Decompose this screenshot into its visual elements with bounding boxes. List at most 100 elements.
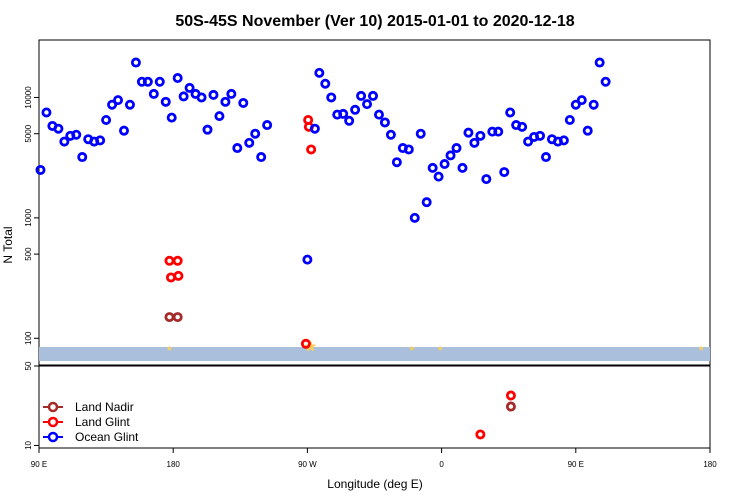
data-point-ocean-glint xyxy=(71,129,82,140)
chart-title: 50S-45S November (Ver 10) 2015-01-01 to … xyxy=(175,13,574,30)
x-tick-label: 90 E xyxy=(568,460,584,469)
y-tick-label: 10 xyxy=(24,440,33,449)
data-point-ocean-glint xyxy=(107,99,118,110)
upper-panel-frame xyxy=(38,39,711,366)
star-marker: ★ xyxy=(697,344,704,353)
data-point-ocean-glint xyxy=(59,136,70,147)
data-point-ocean-glint xyxy=(142,76,153,87)
data-point-ocean-glint xyxy=(433,171,444,182)
data-point-ocean-glint xyxy=(600,76,611,87)
y-tick-label: 5000 xyxy=(24,124,33,142)
data-point-ocean-glint xyxy=(368,90,379,101)
star-marker: ★ xyxy=(437,344,444,353)
star-markers: ★ ★★★ ★ ★ ★ xyxy=(166,339,705,355)
data-point-ocean-glint xyxy=(302,254,313,265)
data-point-ocean-glint xyxy=(95,135,106,146)
data-point-ocean-glint xyxy=(166,112,177,123)
data-point-ocean-glint xyxy=(256,152,267,163)
x-tick-label: 180 xyxy=(167,460,181,469)
data-point-ocean-glint xyxy=(250,128,261,139)
data-point-ocean-glint xyxy=(314,67,325,78)
data-point-ocean-glint xyxy=(124,99,135,110)
data-point-ocean-glint xyxy=(582,125,593,136)
data-point-ocean-glint xyxy=(172,73,183,84)
y-tick-label: 500 xyxy=(24,247,33,261)
data-point-ocean-glint xyxy=(232,143,243,154)
data-point-ocean-glint xyxy=(588,99,599,110)
data-point-ocean-glint xyxy=(101,114,112,125)
data-point-ocean-glint xyxy=(379,117,390,128)
data-point-ocean-glint xyxy=(238,97,249,108)
y-tick-label: 50 xyxy=(24,361,33,370)
data-point-ocean-glint xyxy=(391,157,402,168)
legend-marker-ocean-glint xyxy=(47,431,59,443)
data-point-ocean-glint xyxy=(451,143,462,154)
data-point-ocean-glint xyxy=(184,82,195,93)
data-point-ocean-glint xyxy=(403,144,414,155)
data-point-ocean-glint xyxy=(576,95,587,106)
data-point-ocean-glint xyxy=(35,164,46,175)
data-point-ocean-glint xyxy=(208,89,219,100)
legend: Land Nadir Land Glint Ocean Glint xyxy=(43,400,139,444)
data-point-ocean-glint xyxy=(463,127,474,138)
data-point-ocean-glint xyxy=(154,76,165,87)
data-point-land-glint xyxy=(172,255,183,266)
data-point-ocean-glint xyxy=(493,126,504,137)
data-point-ocean-glint xyxy=(53,123,64,134)
data-point-land-nadir xyxy=(164,312,175,323)
data-point-ocean-glint xyxy=(421,197,432,208)
x-tick-label: 90 W xyxy=(298,460,317,469)
legend-marker-land-glint xyxy=(47,416,59,428)
data-point-ocean-glint xyxy=(220,96,231,107)
data-point-ocean-glint xyxy=(540,152,551,163)
star-marker: ★ xyxy=(305,339,318,355)
y-tick-label: 1000 xyxy=(24,208,33,226)
data-point-ocean-glint xyxy=(196,92,207,103)
data-point-ocean-glint xyxy=(362,99,373,110)
data-point-ocean-glint xyxy=(558,135,569,146)
lower-panel-frame xyxy=(38,365,711,449)
data-point-ocean-glint xyxy=(570,99,581,110)
data-point-ocean-glint xyxy=(385,129,396,140)
data-point-land-glint xyxy=(173,270,184,281)
data-point-ocean-glint xyxy=(475,130,486,141)
data-point-ocean-glint xyxy=(309,123,320,134)
x-tick-label: 0 xyxy=(439,460,444,469)
data-point-ocean-glint xyxy=(226,88,237,99)
data-point-ocean-glint xyxy=(409,212,420,223)
data-point-ocean-glint xyxy=(564,114,575,125)
data-point-ocean-glint xyxy=(457,162,468,173)
data-point-ocean-glint xyxy=(160,96,171,107)
legend-marker-land-nadir xyxy=(47,401,59,413)
legend-label-land-nadir: Land Nadir xyxy=(75,400,134,414)
data-point-ocean-glint xyxy=(130,57,141,68)
data-point-ocean-glint xyxy=(356,90,367,101)
y-tick-label: 10000 xyxy=(24,86,33,109)
data-point-ocean-glint xyxy=(445,150,456,161)
data-point-ocean-glint xyxy=(481,174,492,185)
data-point-ocean-glint xyxy=(344,115,355,126)
legend-label-ocean-glint: Ocean Glint xyxy=(75,430,139,444)
data-point-ocean-glint xyxy=(202,124,213,135)
data-point-ocean-glint xyxy=(338,108,349,119)
axis-ticks: 90 E 180 90 W 0 90 E 180 100 500 1000 5000 10000 10… xyxy=(24,86,717,469)
data-point-ocean-glint xyxy=(415,128,426,139)
data-point-land-glint xyxy=(475,429,486,440)
legend-item-ocean-glint: Ocean Glint xyxy=(43,430,139,444)
data-points xyxy=(35,57,611,440)
data-point-ocean-glint xyxy=(350,104,361,115)
star-marker: ★ xyxy=(408,344,415,353)
data-point-ocean-glint xyxy=(505,107,516,118)
legend-item-land-glint: Land Glint xyxy=(43,415,130,429)
data-point-land-glint xyxy=(306,144,317,155)
data-point-land-glint xyxy=(300,338,311,349)
data-point-ocean-glint xyxy=(214,111,225,122)
data-point-ocean-glint xyxy=(244,137,255,148)
observation-band xyxy=(39,347,710,361)
data-point-ocean-glint xyxy=(178,91,189,102)
data-point-land-glint xyxy=(505,390,516,401)
data-point-ocean-glint xyxy=(469,137,480,148)
star-marker: ★ xyxy=(304,339,317,355)
data-point-ocean-glint xyxy=(77,152,88,163)
data-point-ocean-glint xyxy=(326,92,337,103)
